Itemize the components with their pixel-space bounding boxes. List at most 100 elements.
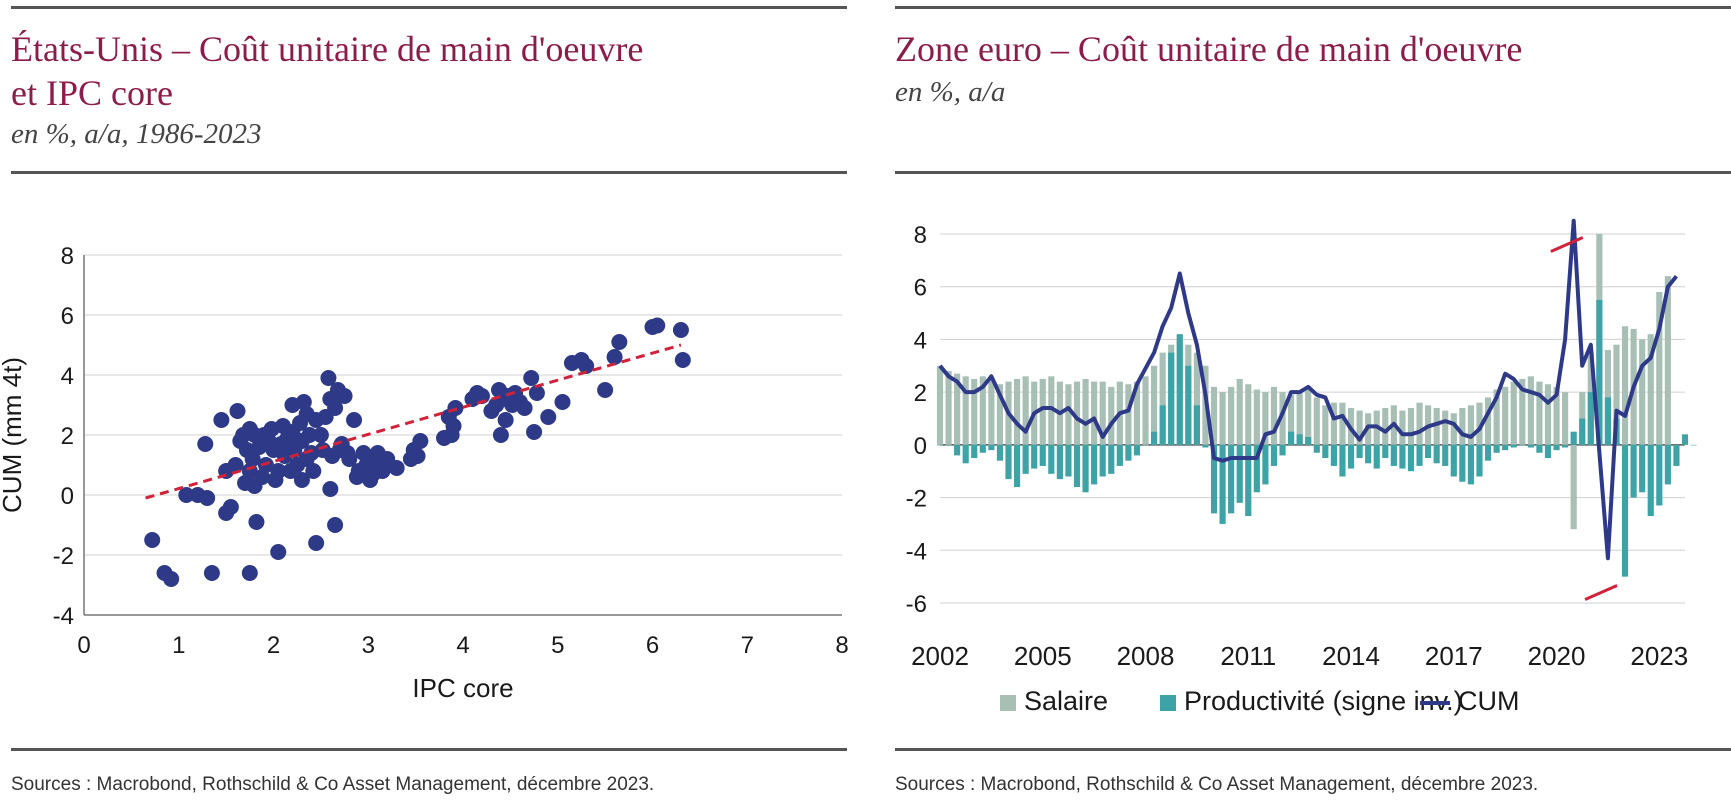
bar-salaire: [1502, 386, 1509, 445]
scatter-point: [197, 436, 214, 452]
bar-productivite: [1442, 444, 1449, 466]
y-tick-label: 6: [61, 303, 74, 330]
bar-productivite: [1005, 444, 1012, 480]
bar-productivite: [1056, 444, 1063, 480]
bar-productivite: [1596, 299, 1603, 445]
bar-productivite: [1459, 444, 1466, 482]
bar-salaire: [1022, 376, 1029, 445]
x-tick-label: 2005: [1014, 641, 1072, 671]
bar-productivite: [1621, 444, 1629, 577]
bar-salaire: [1442, 410, 1449, 445]
bar-productivite: [1288, 431, 1295, 445]
axis-break-mark: [1550, 236, 1584, 253]
scatter-point: [327, 400, 344, 416]
x-tick-label: 2: [267, 632, 280, 659]
bar-productivite: [1116, 444, 1123, 466]
bar-productivite: [1579, 418, 1586, 445]
bar-productivite: [1185, 365, 1192, 445]
x-tick-label: 8: [835, 632, 848, 659]
bar-salaire: [1519, 378, 1526, 445]
bar-productivite: [988, 444, 995, 451]
y-tick-label: -4: [53, 603, 74, 630]
bar-line-chart: 8 6 4 2 0 -2 -4 -6 2002 2005 2008 2011 2014 2017 2020 2…: [906, 218, 1697, 671]
scatter-point: [606, 349, 623, 365]
scatter-point: [199, 490, 216, 506]
scatter-point: [409, 448, 426, 464]
y-tick-label: 4: [914, 327, 927, 354]
bar-salaire: [1484, 397, 1492, 445]
bar-productivite: [1150, 431, 1158, 445]
bar-salaire: [1288, 394, 1295, 445]
bar-salaire: [1091, 381, 1098, 445]
bar-productivite: [1339, 444, 1346, 477]
source-note: Sources : Macrobond, Rothschild & Co Ass…: [11, 774, 655, 795]
bar-salaire: [1493, 389, 1500, 445]
bar-salaire: [1065, 384, 1072, 445]
scatter-point: [295, 394, 312, 410]
y-tick-label: 0: [914, 433, 927, 460]
bar-salaire: [1476, 402, 1483, 445]
bar-salaire: [1656, 291, 1663, 445]
x-tick-label: 3: [362, 632, 375, 659]
bar-salaire: [1322, 405, 1329, 445]
bar-salaire: [1228, 386, 1235, 445]
top-rule: [11, 6, 847, 9]
bar-productivite: [1536, 444, 1543, 453]
bar-productivite: [1390, 444, 1397, 466]
bar-productivite: [1416, 444, 1423, 466]
x-tick-label: 2011: [1220, 641, 1276, 671]
axis-break-mark: [1584, 584, 1618, 601]
top-rule: [895, 6, 1731, 9]
scatter-point: [312, 427, 329, 443]
bar-salaire: [1013, 378, 1021, 445]
bar-productivite: [1399, 444, 1406, 469]
x-tick-label: 6: [646, 632, 659, 659]
bar-productivite: [1013, 444, 1021, 488]
cum-line: [938, 218, 1678, 561]
bar-productivite: [1519, 444, 1526, 446]
bar-salaire: [1356, 410, 1363, 445]
bar-salaire: [1305, 389, 1312, 445]
scatter-point: [672, 322, 689, 338]
scatter-point: [578, 358, 595, 374]
scatter-point: [649, 317, 666, 334]
bar-productivite: [1562, 444, 1569, 448]
bar-salaire: [1193, 352, 1200, 445]
bar-salaire: [1219, 392, 1226, 445]
bar-salaire: [996, 384, 1004, 445]
bar-salaire: [1039, 378, 1046, 445]
bar-productivite: [1604, 397, 1612, 445]
bar-salaire: [1416, 402, 1423, 445]
y-tick-label: 2: [914, 380, 927, 407]
x-tick-label: 2002: [911, 641, 969, 671]
bar-salaire: [1399, 410, 1406, 445]
bar-salaire: [1621, 326, 1629, 445]
bar-productivite: [1553, 444, 1560, 451]
bar-salaire: [1459, 407, 1466, 445]
bar-productivite: [1450, 444, 1457, 477]
bar-productivite: [1039, 444, 1046, 466]
chart-title-line2: et IPC core: [11, 73, 173, 113]
scatter-point: [554, 394, 571, 410]
scatter-point: [163, 571, 180, 587]
bar-productivite: [1467, 444, 1475, 485]
trend-line: [145, 343, 682, 500]
bar-productivite: [1690, 444, 1697, 446]
bar-salaire: [1296, 392, 1303, 445]
x-tick-label: 2014: [1322, 641, 1380, 671]
x-axis-label: IPC core: [412, 673, 513, 703]
bar-productivite: [1313, 444, 1320, 453]
legend-label-cum: CUM: [1458, 686, 1520, 716]
x-tick-label: 2017: [1425, 641, 1483, 671]
scatter-point: [178, 487, 195, 503]
chart-title: Zone euro – Coût unitaire de main d'oeuv…: [895, 29, 1523, 69]
bar-productivite: [1433, 444, 1440, 464]
scatter-point: [412, 433, 429, 449]
bar-productivite: [962, 444, 969, 464]
bar-salaire: [1236, 378, 1243, 445]
bar-productivite: [1202, 444, 1209, 448]
scatter-point: [516, 400, 533, 416]
bar-salaire: [1048, 376, 1055, 445]
scatter-point: [445, 418, 462, 434]
bar-salaire: [1330, 402, 1337, 445]
